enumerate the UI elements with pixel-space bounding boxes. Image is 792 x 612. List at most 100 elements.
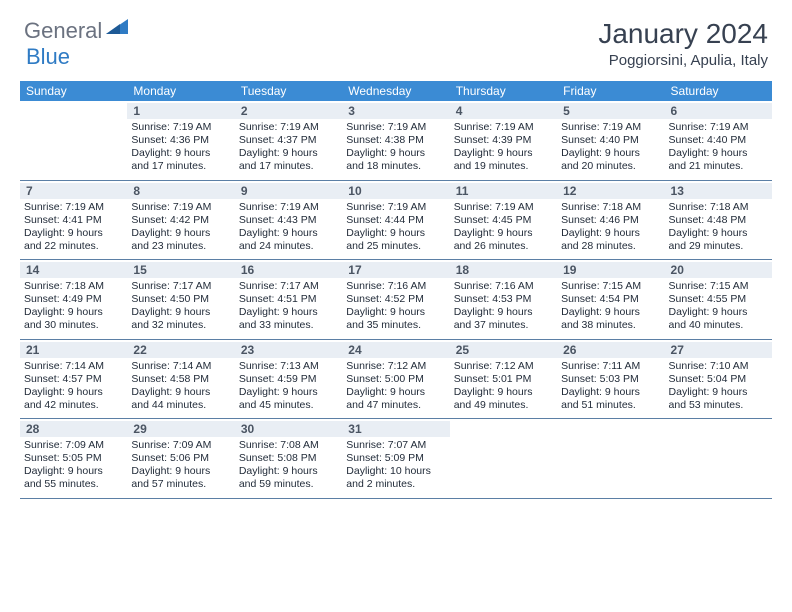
logo-triangle-icon — [106, 16, 128, 39]
day-info-line: Sunrise: 7:17 AM — [239, 280, 338, 293]
day-info-line: Sunset: 4:42 PM — [131, 214, 230, 227]
day-info-line: Daylight: 9 hours — [24, 306, 123, 319]
day-info-line: and 53 minutes. — [669, 399, 768, 412]
day-info-line: Daylight: 9 hours — [669, 147, 768, 160]
day-info-line: Sunset: 4:51 PM — [239, 293, 338, 306]
day-info-line: Sunrise: 7:17 AM — [131, 280, 230, 293]
day-info-line: Daylight: 9 hours — [346, 147, 445, 160]
day-info-line: Sunset: 4:50 PM — [131, 293, 230, 306]
day-number: 31 — [342, 421, 449, 437]
weekday-header-cell: Saturday — [665, 81, 772, 101]
day-cell: . — [450, 419, 557, 498]
day-info-line: and 59 minutes. — [239, 478, 338, 491]
day-cell: 2Sunrise: 7:19 AMSunset: 4:37 PMDaylight… — [235, 101, 342, 180]
day-info-line: Sunset: 5:06 PM — [131, 452, 230, 465]
day-info-line: Sunset: 4:59 PM — [239, 373, 338, 386]
day-info-line: Daylight: 9 hours — [561, 306, 660, 319]
day-info-line: Daylight: 9 hours — [669, 386, 768, 399]
day-cell: 4Sunrise: 7:19 AMSunset: 4:39 PMDaylight… — [450, 101, 557, 180]
day-cell: . — [665, 419, 772, 498]
day-cell: 25Sunrise: 7:12 AMSunset: 5:01 PMDayligh… — [450, 340, 557, 419]
day-info-line: and 29 minutes. — [669, 240, 768, 253]
day-info-line: Sunrise: 7:12 AM — [454, 360, 553, 373]
day-info-line: Daylight: 9 hours — [131, 465, 230, 478]
day-info-line: Sunset: 5:01 PM — [454, 373, 553, 386]
day-info-line: Sunrise: 7:19 AM — [454, 121, 553, 134]
day-info-line: Sunrise: 7:19 AM — [669, 121, 768, 134]
day-info-line: Daylight: 10 hours — [346, 465, 445, 478]
day-info-line: Sunrise: 7:19 AM — [346, 121, 445, 134]
day-cell: 22Sunrise: 7:14 AMSunset: 4:58 PMDayligh… — [127, 340, 234, 419]
day-info-line: Daylight: 9 hours — [561, 147, 660, 160]
day-cell: 24Sunrise: 7:12 AMSunset: 5:00 PMDayligh… — [342, 340, 449, 419]
week-row: 14Sunrise: 7:18 AMSunset: 4:49 PMDayligh… — [20, 260, 772, 340]
day-number: 24 — [342, 342, 449, 358]
day-info-line: Sunset: 4:40 PM — [669, 134, 768, 147]
day-info-line: Daylight: 9 hours — [24, 227, 123, 240]
day-info-line: and 33 minutes. — [239, 319, 338, 332]
day-info-line: and 19 minutes. — [454, 160, 553, 173]
day-cell: 27Sunrise: 7:10 AMSunset: 5:04 PMDayligh… — [665, 340, 772, 419]
day-info-line: and 25 minutes. — [346, 240, 445, 253]
day-cell: 20Sunrise: 7:15 AMSunset: 4:55 PMDayligh… — [665, 260, 772, 339]
day-cell: 13Sunrise: 7:18 AMSunset: 4:48 PMDayligh… — [665, 181, 772, 260]
day-number: 29 — [127, 421, 234, 437]
day-info-line: and 32 minutes. — [131, 319, 230, 332]
day-number: 14 — [20, 262, 127, 278]
day-cell: 17Sunrise: 7:16 AMSunset: 4:52 PMDayligh… — [342, 260, 449, 339]
day-info-line: Sunrise: 7:19 AM — [346, 201, 445, 214]
day-info-line: Sunrise: 7:15 AM — [669, 280, 768, 293]
day-number: 5 — [557, 103, 664, 119]
day-info-line: Daylight: 9 hours — [669, 306, 768, 319]
day-info-line: Sunset: 4:57 PM — [24, 373, 123, 386]
weekday-header-cell: Wednesday — [342, 81, 449, 101]
weekday-header-cell: Sunday — [20, 81, 127, 101]
day-info-line: and 35 minutes. — [346, 319, 445, 332]
day-number: 23 — [235, 342, 342, 358]
calendar: SundayMondayTuesdayWednesdayThursdayFrid… — [0, 77, 792, 499]
day-info-line: and 22 minutes. — [24, 240, 123, 253]
day-info-line: Sunrise: 7:19 AM — [561, 121, 660, 134]
day-info-line: Sunset: 5:05 PM — [24, 452, 123, 465]
day-info-line: Sunset: 5:03 PM — [561, 373, 660, 386]
week-row: .1Sunrise: 7:19 AMSunset: 4:36 PMDayligh… — [20, 101, 772, 181]
day-info-line: and 38 minutes. — [561, 319, 660, 332]
day-cell: 26Sunrise: 7:11 AMSunset: 5:03 PMDayligh… — [557, 340, 664, 419]
week-row: 28Sunrise: 7:09 AMSunset: 5:05 PMDayligh… — [20, 419, 772, 499]
day-info-line: Sunrise: 7:19 AM — [24, 201, 123, 214]
day-info-line: Sunrise: 7:12 AM — [346, 360, 445, 373]
header: General January 2024 Poggiorsini, Apulia… — [0, 0, 792, 77]
day-cell: . — [557, 419, 664, 498]
day-number: 9 — [235, 183, 342, 199]
day-cell: 9Sunrise: 7:19 AMSunset: 4:43 PMDaylight… — [235, 181, 342, 260]
day-info-line: Daylight: 9 hours — [561, 386, 660, 399]
day-info-line: Sunrise: 7:19 AM — [454, 201, 553, 214]
day-info-line: Sunrise: 7:18 AM — [669, 201, 768, 214]
day-number: 27 — [665, 342, 772, 358]
weekday-header-cell: Tuesday — [235, 81, 342, 101]
day-cell: 16Sunrise: 7:17 AMSunset: 4:51 PMDayligh… — [235, 260, 342, 339]
day-info-line: Sunrise: 7:13 AM — [239, 360, 338, 373]
day-info-line: Daylight: 9 hours — [561, 227, 660, 240]
day-info-line: Sunset: 5:00 PM — [346, 373, 445, 386]
day-info-line: and 42 minutes. — [24, 399, 123, 412]
day-info-line: Sunrise: 7:18 AM — [24, 280, 123, 293]
day-info-line: Sunrise: 7:16 AM — [454, 280, 553, 293]
day-number: 4 — [450, 103, 557, 119]
day-cell: 29Sunrise: 7:09 AMSunset: 5:06 PMDayligh… — [127, 419, 234, 498]
day-info-line: and 47 minutes. — [346, 399, 445, 412]
day-info-line: Sunrise: 7:19 AM — [239, 201, 338, 214]
day-info-line: Sunset: 4:49 PM — [24, 293, 123, 306]
weekday-header-row: SundayMondayTuesdayWednesdayThursdayFrid… — [20, 81, 772, 101]
day-info-line: Daylight: 9 hours — [239, 465, 338, 478]
day-info-line: and 21 minutes. — [669, 160, 768, 173]
day-info-line: Sunset: 5:08 PM — [239, 452, 338, 465]
day-info-line: Sunrise: 7:15 AM — [561, 280, 660, 293]
day-info-line: Sunset: 4:37 PM — [239, 134, 338, 147]
day-cell: 18Sunrise: 7:16 AMSunset: 4:53 PMDayligh… — [450, 260, 557, 339]
day-number: 12 — [557, 183, 664, 199]
day-info-line: and 17 minutes. — [239, 160, 338, 173]
day-cell: 14 Sunrise: 7:18 AMSunset: 4:49 PMDayligh… — [20, 260, 127, 339]
day-number: 2 — [235, 103, 342, 119]
day-info-line: Sunset: 4:38 PM — [346, 134, 445, 147]
